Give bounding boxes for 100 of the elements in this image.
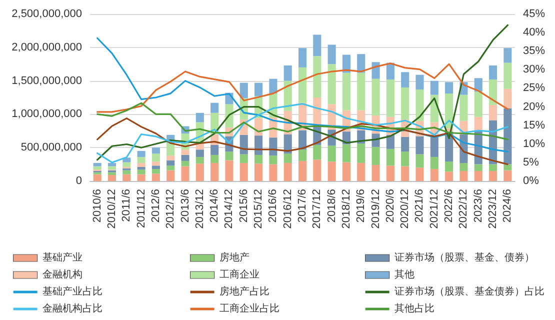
bar	[488, 104, 498, 120]
legend-label: 工商企业占比	[219, 302, 280, 314]
bar	[240, 162, 248, 181]
bar	[504, 164, 512, 170]
bar	[166, 166, 175, 170]
legend-label: 其他	[394, 268, 414, 280]
bar	[210, 154, 219, 163]
bar	[504, 108, 512, 164]
x-tick-label: 2018/12	[340, 189, 352, 229]
bar	[460, 170, 468, 181]
bar	[166, 160, 175, 166]
x-tick-label: 2015/12	[252, 189, 265, 229]
x-tick-label: 2023/12	[487, 189, 500, 229]
bar	[298, 150, 307, 161]
x-tick-label: 2019/6	[355, 189, 368, 223]
bar	[210, 162, 219, 181]
bar	[401, 166, 410, 181]
bar	[504, 88, 512, 108]
x-tick-label: 2019/12	[370, 189, 382, 229]
y-tick-label: 2,000,000,000	[12, 41, 82, 54]
x-tick-label: 2023/6	[472, 189, 484, 223]
line-series	[96, 117, 508, 166]
bar	[284, 65, 292, 81]
bar	[445, 172, 454, 181]
x-tick-label: 2013/6	[179, 189, 192, 223]
bar	[342, 162, 350, 181]
bar	[430, 156, 438, 169]
line-series	[96, 103, 508, 164]
bar	[328, 146, 336, 162]
bar	[196, 150, 204, 157]
bar	[137, 162, 146, 167]
bar	[298, 67, 307, 103]
x-tick-label: 2012/12	[164, 189, 177, 229]
line-series	[96, 37, 508, 152]
bar	[416, 136, 424, 154]
bar	[152, 162, 160, 166]
y2-tick-label: 40%	[523, 26, 546, 39]
bar	[298, 48, 307, 68]
y2-tick-label: 10%	[523, 138, 546, 150]
bar	[357, 72, 366, 110]
bar	[166, 170, 175, 181]
bar	[416, 89, 424, 121]
bar	[225, 104, 234, 128]
bar	[152, 168, 160, 174]
bar	[225, 152, 234, 160]
bar	[474, 116, 482, 131]
bar	[298, 130, 307, 150]
bar	[313, 144, 322, 160]
bar	[445, 162, 454, 172]
bar	[372, 146, 380, 165]
bar	[181, 166, 190, 181]
bar	[401, 136, 410, 152]
bar	[284, 134, 292, 154]
bar	[166, 142, 175, 156]
bar	[357, 54, 366, 73]
x-tick-label: 2011/6	[120, 189, 133, 222]
y-tick-label: 500,000,000	[20, 142, 82, 154]
bar	[108, 172, 116, 175]
bar	[181, 150, 190, 155]
legend-label: 金融机构	[42, 268, 82, 280]
bar	[357, 162, 366, 181]
bar	[254, 154, 263, 164]
bar	[474, 78, 482, 92]
bar	[474, 91, 482, 117]
y2-tick-label: 20%	[523, 100, 546, 113]
bar	[254, 82, 263, 96]
bar	[488, 65, 498, 80]
bar	[284, 154, 292, 163]
bar	[488, 79, 498, 105]
bar	[445, 82, 454, 94]
bar	[196, 112, 204, 122]
bar	[137, 174, 146, 181]
x-tick-label: 2020/6	[384, 189, 396, 223]
legend-label: 基础产业占比	[42, 286, 102, 298]
bar	[401, 72, 410, 88]
bar	[372, 164, 380, 181]
bar	[386, 148, 394, 166]
legend-label: 工商企业	[219, 268, 260, 280]
bar	[108, 174, 116, 181]
x-tick-label: 2014/12	[223, 189, 236, 229]
bar	[386, 134, 394, 149]
bar	[254, 164, 263, 181]
bar	[152, 154, 160, 162]
bar	[401, 152, 410, 166]
bar	[225, 160, 234, 181]
x-tick-label: 2021/12	[428, 189, 440, 229]
bar	[386, 79, 394, 117]
x-tick-label: 2020/12	[399, 189, 412, 229]
x-tick-label: 2011/12	[135, 189, 148, 228]
bar	[181, 154, 190, 161]
bar	[152, 166, 160, 169]
line-series	[96, 62, 508, 113]
y2-tick-label: 30%	[523, 64, 546, 76]
y-tick-label: 1,500,000,000	[12, 74, 82, 87]
bar	[372, 78, 380, 116]
bar	[210, 102, 219, 113]
bar	[504, 48, 512, 63]
x-tick-label: 2018/6	[326, 189, 338, 223]
bar	[416, 74, 424, 90]
bar	[504, 62, 512, 89]
